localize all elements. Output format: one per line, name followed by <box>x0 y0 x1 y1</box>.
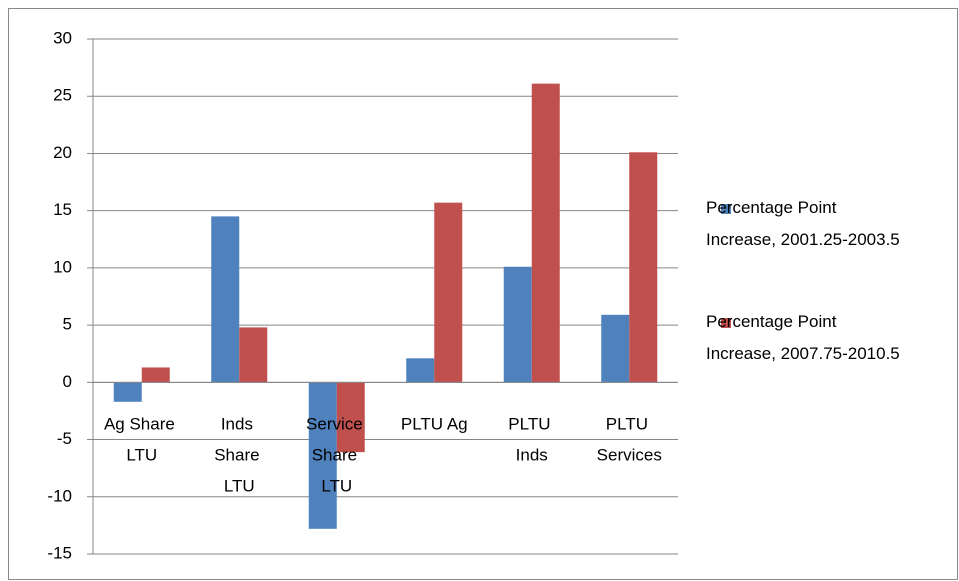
y-tick-label: 20 <box>53 143 72 162</box>
y-tick-label: 15 <box>53 200 72 219</box>
legend-swatch <box>721 204 731 214</box>
bar <box>336 382 365 453</box>
x-tick-label: PLTU Services <box>597 415 662 465</box>
y-tick-label: -15 <box>47 543 72 562</box>
bar <box>113 382 142 402</box>
bar <box>211 216 240 383</box>
y-tick-label: -10 <box>47 486 72 505</box>
y-tick-label: 10 <box>53 257 72 276</box>
bar <box>239 327 268 383</box>
y-tick-label: 25 <box>53 86 72 105</box>
x-tick-label: Inds Share LTU <box>214 415 264 496</box>
bar <box>601 314 630 383</box>
x-tick-label: PLTU Ag <box>401 415 468 434</box>
y-tick-label: 30 <box>53 28 72 47</box>
bar <box>531 83 560 383</box>
bar <box>503 266 532 383</box>
legend-swatch <box>721 318 731 328</box>
x-tick-label: PLTU Inds <box>508 415 555 465</box>
bar <box>141 367 170 383</box>
x-tick-label: Service Share LTU <box>306 415 367 496</box>
bar <box>406 358 435 383</box>
x-tick-label: Ag Share LTU <box>104 415 180 465</box>
bar <box>308 382 337 529</box>
bar <box>434 202 463 383</box>
y-tick-label: -5 <box>57 429 72 448</box>
legend-label: Percentage Point Increase, 2001.25-2003.… <box>706 198 900 249</box>
y-tick-label: 5 <box>63 315 72 334</box>
legend-label: Percentage Point Increase, 2007.75-2010.… <box>706 312 900 363</box>
chart-border <box>8 8 958 580</box>
bar <box>629 152 658 383</box>
y-tick-label: 0 <box>63 372 72 391</box>
